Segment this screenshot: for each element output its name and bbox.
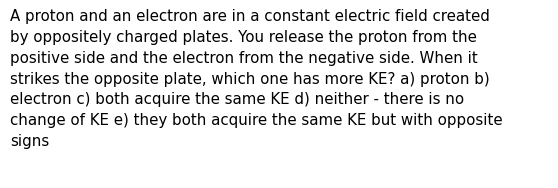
Text: A proton and an electron are in a constant electric field created
by oppositely : A proton and an electron are in a consta… (10, 9, 503, 149)
